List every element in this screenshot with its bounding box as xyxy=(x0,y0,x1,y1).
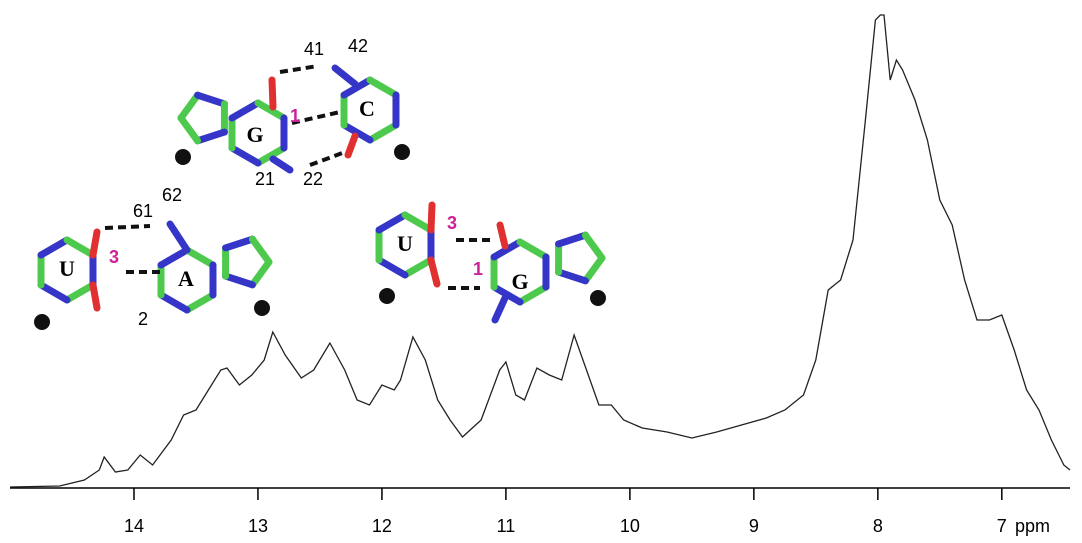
bond xyxy=(340,76,374,99)
bond xyxy=(228,99,262,122)
annotation: 1 xyxy=(290,106,300,126)
bond xyxy=(401,256,435,279)
bond xyxy=(491,294,509,324)
bond xyxy=(157,246,191,269)
annotation: 22 xyxy=(303,169,323,189)
x-tick-label: 14 xyxy=(124,516,144,536)
bond xyxy=(194,91,228,108)
bond xyxy=(331,64,359,88)
x-tick-label: 9 xyxy=(749,516,759,536)
bond xyxy=(254,144,288,167)
annotation: 62 xyxy=(162,185,182,205)
x-tick-label: 11 xyxy=(497,516,516,536)
atom xyxy=(379,288,395,304)
bond xyxy=(366,121,400,144)
bond xyxy=(401,211,435,234)
annotation: 42 xyxy=(348,36,368,56)
bond xyxy=(427,201,436,234)
bond xyxy=(183,291,217,314)
x-axis-label: ppm xyxy=(1015,516,1050,536)
bond xyxy=(177,91,202,122)
atom xyxy=(254,300,270,316)
bond xyxy=(555,231,589,248)
bond xyxy=(254,99,288,122)
bond xyxy=(516,238,550,261)
bond xyxy=(268,76,277,111)
annotation: 2 xyxy=(138,309,148,329)
annotation: 41 xyxy=(304,39,324,59)
bond xyxy=(222,272,256,289)
bond xyxy=(166,220,191,254)
h-bond xyxy=(279,64,319,74)
atom xyxy=(34,314,50,330)
h-bond xyxy=(104,224,151,230)
h-bond xyxy=(291,110,341,125)
atom xyxy=(175,149,191,165)
bond xyxy=(228,144,262,167)
ring-label-bg xyxy=(174,269,198,293)
annotation: 21 xyxy=(255,169,275,189)
bond xyxy=(248,258,273,289)
bond xyxy=(581,231,606,262)
bond xyxy=(490,238,524,261)
x-tick-label: 10 xyxy=(620,516,640,536)
bond xyxy=(63,281,97,304)
ring-label-bg xyxy=(243,125,267,149)
bond xyxy=(490,283,524,306)
annotation: A xyxy=(178,266,194,291)
annotation: 3 xyxy=(109,247,119,267)
bond xyxy=(340,121,374,144)
bond xyxy=(194,128,228,145)
annotation: U xyxy=(59,256,75,281)
ring-label-bg xyxy=(508,272,532,296)
ring-label-bg xyxy=(393,234,417,258)
atom xyxy=(394,144,410,160)
bond xyxy=(269,155,294,174)
bond xyxy=(37,236,71,259)
annotation: G xyxy=(246,122,263,147)
bond xyxy=(427,256,441,288)
bond xyxy=(344,132,359,159)
bond xyxy=(183,246,217,269)
bond xyxy=(157,291,191,314)
bond xyxy=(177,114,202,145)
x-tick-label: 8 xyxy=(873,516,883,536)
bond xyxy=(375,211,409,234)
molecules: G C 41 42 1 21 22 U A 61 62 3 2 U G 3 1 xyxy=(34,36,606,330)
bond xyxy=(248,235,273,266)
annotation: C xyxy=(359,96,375,121)
ring-label-bg xyxy=(355,99,379,123)
atom xyxy=(590,290,606,306)
x-tick-label: 13 xyxy=(248,516,268,536)
annotation: 3 xyxy=(447,213,457,233)
bond xyxy=(222,235,256,252)
bond xyxy=(89,228,101,259)
bond xyxy=(366,76,400,99)
annotation: 61 xyxy=(133,201,153,221)
bond xyxy=(581,254,606,285)
bond xyxy=(516,283,550,306)
ring-label-bg xyxy=(55,259,79,283)
bond xyxy=(375,256,409,279)
spectrum-line xyxy=(9,14,1071,488)
bond xyxy=(89,281,101,312)
bond xyxy=(555,268,589,285)
annotation: U xyxy=(397,231,413,256)
bond xyxy=(496,221,509,250)
annotation: 1 xyxy=(473,259,483,279)
annotation: G xyxy=(511,269,528,294)
x-tick-label: 12 xyxy=(372,516,392,536)
x-tick-label: 7 xyxy=(997,516,1007,536)
h-bond xyxy=(309,150,346,167)
bond xyxy=(63,236,97,259)
bond xyxy=(37,281,71,304)
